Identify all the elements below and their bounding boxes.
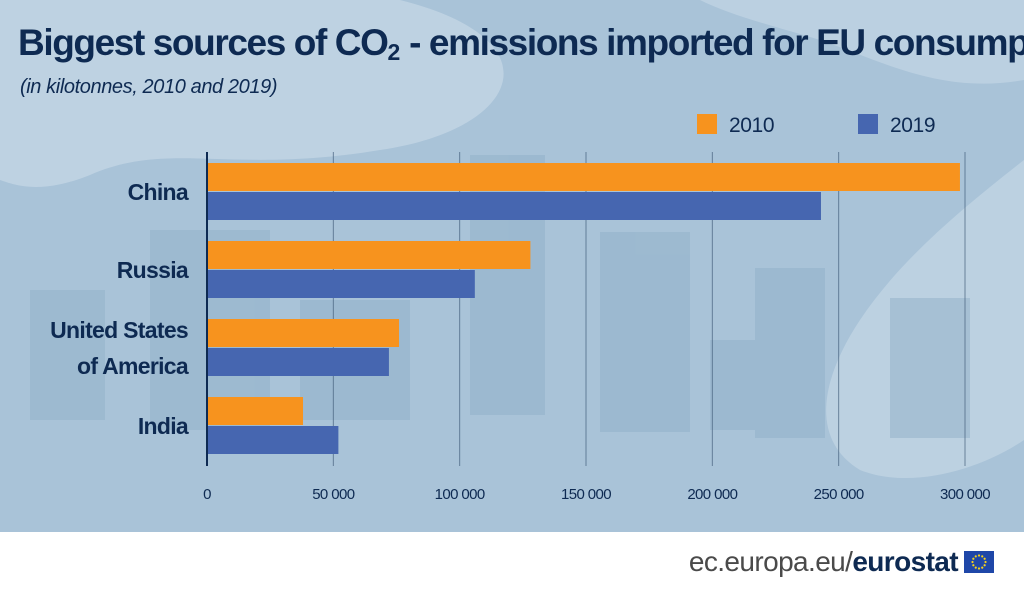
category-label: Russia bbox=[117, 257, 189, 283]
chart-subtitle: (in kilotonnes, 2010 and 2019) bbox=[20, 76, 278, 98]
legend-swatch-2019 bbox=[858, 114, 878, 134]
legend-swatch-2010 bbox=[697, 114, 717, 134]
x-tick-label: 300 000 bbox=[940, 486, 990, 503]
category-label: India bbox=[138, 413, 189, 439]
x-tick-label: 150 000 bbox=[561, 486, 611, 503]
category-label: United States bbox=[50, 317, 188, 343]
bar-chart: China Russia United States of America India 0… bbox=[50, 114, 991, 503]
category-label: China bbox=[128, 179, 189, 205]
x-tick-label: 100 000 bbox=[435, 486, 485, 503]
eu-flag-icon bbox=[964, 551, 994, 573]
category-label: of America bbox=[77, 353, 189, 379]
title-subscript: 2 bbox=[387, 39, 401, 65]
footer-brand[interactable]: eurostat bbox=[852, 546, 958, 577]
bar-2010-3 bbox=[207, 397, 304, 425]
bar-2010-0 bbox=[207, 163, 960, 191]
x-tick-label: 200 000 bbox=[687, 486, 737, 503]
bar-2019-1 bbox=[207, 270, 475, 298]
x-tick-label: 50 000 bbox=[312, 486, 355, 503]
title-text-rest: - emissions imported for EU consumption bbox=[400, 22, 1024, 63]
bar-2019-2 bbox=[207, 348, 389, 376]
x-tick-label: 250 000 bbox=[814, 486, 864, 503]
bar-2010-1 bbox=[207, 241, 531, 269]
footer: ec.europa.eu/eurostat bbox=[689, 544, 994, 580]
bar-2019-0 bbox=[207, 192, 821, 220]
bar-2019-3 bbox=[207, 426, 339, 454]
footer-site-url[interactable]: ec.europa.eu/ bbox=[688, 546, 853, 577]
legend-label-2019: 2019 bbox=[890, 114, 935, 137]
chart-panel: Biggest sources of CO2 - emissions impor… bbox=[0, 0, 1024, 532]
title-text: Biggest sources of CO bbox=[18, 22, 389, 63]
legend-label-2010: 2010 bbox=[729, 114, 774, 137]
x-tick-label: 0 bbox=[203, 486, 211, 503]
bar-2010-2 bbox=[207, 319, 400, 347]
chart-title: Biggest sources of CO2 - emissions impor… bbox=[18, 22, 1024, 66]
